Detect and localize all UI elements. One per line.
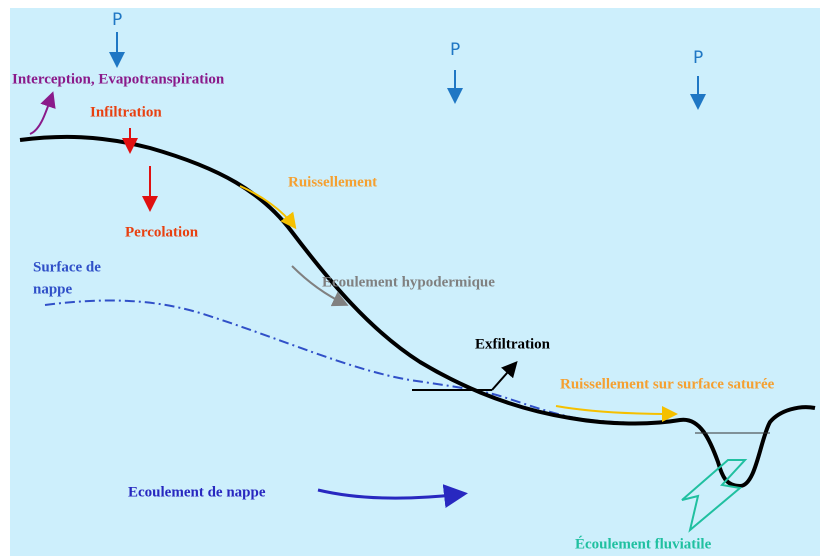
runoff-label: Ruissellement	[288, 174, 377, 190]
river-flow-label: Écoulement fluviatile	[575, 535, 712, 552]
exfiltration-label: Exfiltration	[475, 336, 551, 352]
river-flow-symbol	[681, 459, 748, 533]
runoff-arrow	[239, 185, 297, 230]
saturated-runoff-arrow	[555, 405, 678, 422]
saturated-runoff-label: Ruissellement sur surface saturée	[560, 376, 775, 392]
background	[10, 8, 820, 556]
water-table	[44, 299, 683, 424]
water-table-label: Surface de	[33, 259, 101, 275]
infiltration-label: Infiltration	[90, 104, 162, 120]
interception-arrow	[29, 91, 56, 135]
precipitation-label: P	[112, 10, 122, 30]
groundwater-arrow	[317, 484, 468, 508]
percolation-label: Percolation	[125, 224, 199, 240]
interception-label: Interception, Evapotranspiration	[12, 71, 225, 87]
subsurface-label: Ecoulement hypodermique	[322, 274, 495, 290]
subsurface-arrow	[291, 265, 349, 307]
groundwater-label: Ecoulement de nappe	[128, 484, 266, 500]
precipitation-label: P	[450, 40, 460, 60]
water-table-label: nappe	[33, 281, 73, 297]
precipitation-label: P	[693, 48, 703, 68]
exfiltration-arrow	[491, 361, 518, 391]
ground-surface	[19, 134, 816, 489]
